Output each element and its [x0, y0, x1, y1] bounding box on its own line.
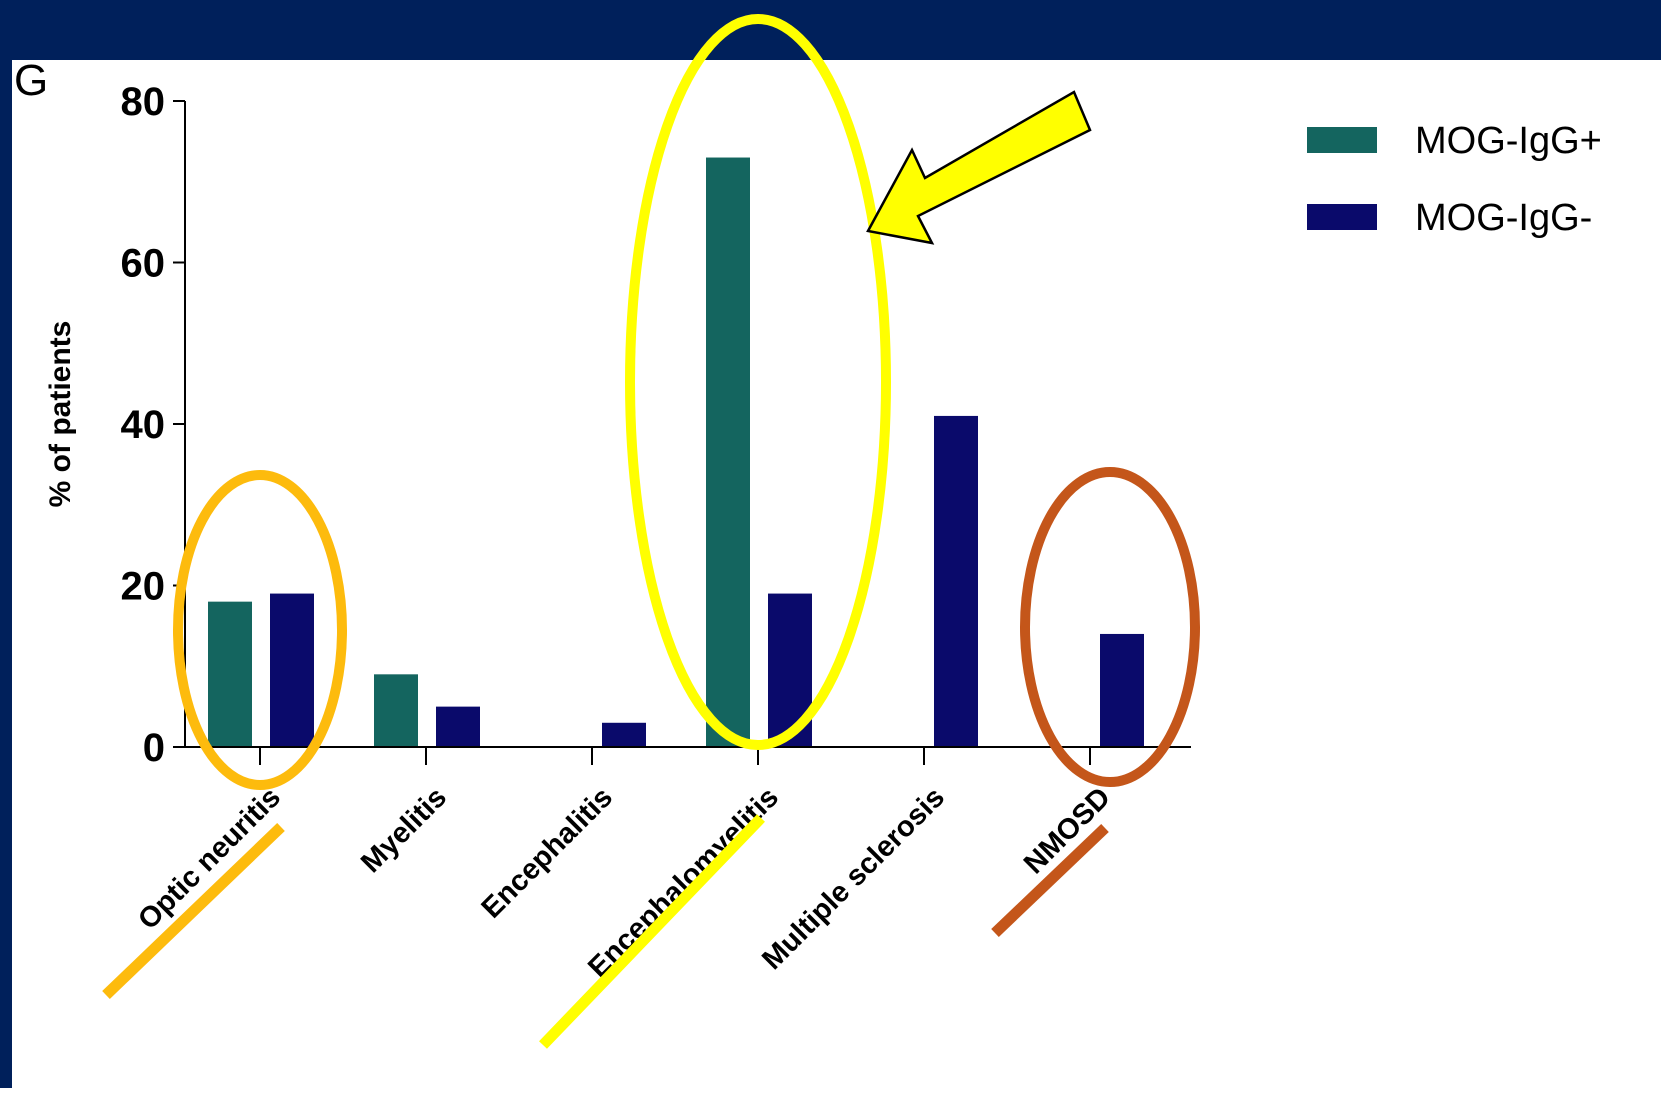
y-tick-label: 80 [121, 80, 166, 124]
highlight-underline [539, 814, 765, 1049]
bar-mog-igg-neg [1100, 633, 1144, 747]
bars-group [208, 157, 1144, 747]
legend-label: MOG-IgG+ [1415, 120, 1602, 162]
y-tick-label: 0 [143, 726, 165, 770]
highlight-ellipse [1020, 467, 1200, 787]
highlight-arrow [866, 90, 1092, 245]
frame-top-banner [0, 0, 1661, 60]
legend: MOG-IgG+ MOG-IgG- [1307, 120, 1602, 239]
highlight-ellipse [173, 470, 347, 790]
highlight-ellipse [625, 14, 891, 750]
y-tick-label: 40 [121, 403, 166, 447]
frame-left-border [0, 0, 12, 1088]
legend-swatch [1307, 127, 1377, 153]
legend-label: MOG-IgG- [1415, 197, 1592, 239]
x-tick-label: Myelitis [355, 781, 453, 879]
annotations-group [102, 14, 1200, 1049]
bar-mog-igg-pos [374, 674, 418, 747]
bar-mog-igg-neg [602, 722, 646, 747]
x-tick-label: Encephalomyelitis [582, 781, 785, 984]
bar-mog-igg-neg [934, 415, 978, 747]
x-tick-label: Optic neuritis [132, 781, 287, 936]
bar-mog-igg-pos [208, 601, 252, 747]
axes-group: 0 20 40 60 80 % of patients Optic neuritis Myel… [44, 80, 1191, 984]
highlight-underline [991, 824, 1109, 937]
bar-mog-igg-pos [706, 157, 750, 747]
highlight-underline [102, 823, 285, 999]
y-tick-label: 20 [121, 565, 166, 609]
y-axis-title: % of patients [44, 321, 77, 508]
bar-mog-igg-neg [270, 593, 314, 747]
bar-mog-igg-neg [436, 706, 480, 747]
x-tick-label: Multiple sclerosis [756, 781, 951, 976]
legend-swatch [1307, 204, 1377, 230]
y-tick-label: 60 [121, 242, 166, 286]
panel-label: G [14, 56, 48, 105]
x-tick-label: Encephalitis [476, 781, 619, 924]
